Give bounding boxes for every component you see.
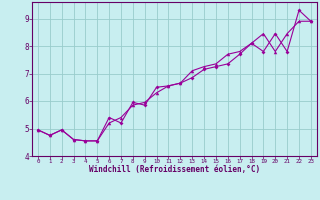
X-axis label: Windchill (Refroidissement éolien,°C): Windchill (Refroidissement éolien,°C) [89, 165, 260, 174]
